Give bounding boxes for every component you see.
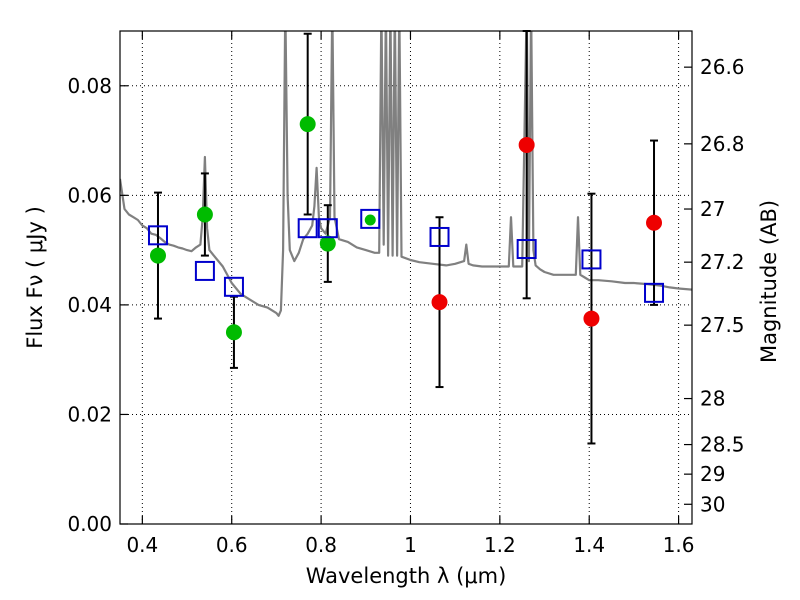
observed-point [518, 136, 535, 153]
observed-point [364, 214, 376, 226]
right-tick-label: 27.2 [700, 250, 745, 274]
x-tick-label: 1.6 [663, 533, 695, 557]
right-tick-label: 28.5 [700, 433, 745, 457]
right-axis-label: Magnitude (AB) [757, 200, 781, 363]
observed-point [583, 310, 600, 327]
observed-point [646, 214, 663, 231]
y-tick-label: 0.08 [67, 74, 112, 98]
model-point [644, 282, 665, 303]
model-point [516, 239, 537, 260]
x-tick-label: 1.2 [484, 533, 516, 557]
right-tick-label: 29 [700, 462, 725, 486]
y-tick-label: 0.04 [67, 293, 112, 317]
right-tick-label: 27 [700, 197, 725, 221]
model-point [194, 260, 215, 281]
right-tick-label: 26.6 [700, 55, 745, 79]
observed-point [225, 324, 242, 341]
x-tick-label: 0.4 [126, 533, 158, 557]
model-point [317, 218, 338, 239]
x-axis-label: Wavelength λ (μm) [306, 564, 507, 588]
right-tick-label: 27.5 [700, 313, 745, 337]
x-tick-label: 1.4 [573, 533, 605, 557]
observed-point [319, 235, 336, 252]
observed-point [431, 294, 448, 311]
series-layer [120, 31, 692, 317]
x-tick-label: 1 [404, 533, 417, 557]
model-point [581, 249, 602, 270]
model-point [147, 225, 168, 246]
model-point [223, 276, 244, 297]
y-tick-label: 0.00 [67, 512, 112, 536]
model-point [429, 226, 450, 247]
ticks-layer: 0.4 0.6 0.8 1 1.2 1.4 1.6 0.00 0.02 0.04 0.06 0.08 2… [67, 31, 745, 557]
y-tick-label: 0.06 [67, 183, 112, 207]
plot-frame [119, 30, 693, 525]
observed-point [299, 116, 316, 133]
right-tick-label: 30 [700, 492, 725, 516]
grid [120, 31, 692, 525]
model-point [360, 208, 381, 229]
observed-point [196, 206, 213, 223]
points-layer [147, 30, 665, 445]
x-tick-label: 0.8 [305, 533, 337, 557]
model-point [297, 218, 318, 239]
y-axis-label: Flux Fν ( μJy ) [23, 206, 47, 349]
y-tick-label: 0.02 [67, 402, 112, 426]
model-sed-line [120, 31, 692, 317]
observed-point [149, 247, 166, 264]
right-tick-label: 26.8 [700, 132, 745, 156]
x-tick-label: 0.6 [216, 533, 248, 557]
right-tick-label: 28 [700, 387, 725, 411]
